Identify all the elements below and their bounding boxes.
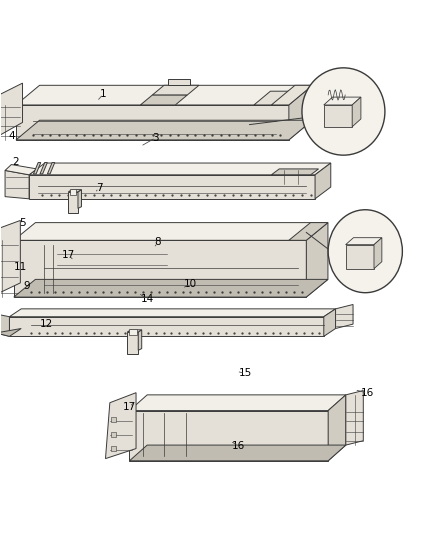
Polygon shape (374, 238, 382, 269)
Text: 2: 2 (13, 157, 19, 167)
Polygon shape (254, 91, 301, 105)
Text: 12: 12 (40, 319, 53, 329)
Polygon shape (5, 171, 29, 199)
Polygon shape (289, 223, 328, 240)
Polygon shape (33, 163, 41, 174)
Ellipse shape (328, 210, 403, 293)
Polygon shape (324, 309, 336, 336)
Polygon shape (272, 169, 318, 175)
Polygon shape (127, 330, 142, 332)
Polygon shape (47, 163, 55, 174)
Polygon shape (0, 328, 21, 336)
Polygon shape (106, 393, 136, 458)
Text: 5: 5 (19, 218, 26, 228)
Text: 11: 11 (14, 262, 27, 271)
Polygon shape (130, 445, 346, 461)
Polygon shape (127, 332, 138, 354)
Text: 10: 10 (184, 279, 197, 289)
Polygon shape (10, 317, 324, 336)
Polygon shape (130, 410, 328, 461)
Polygon shape (16, 120, 312, 140)
Bar (111, 446, 117, 451)
Polygon shape (289, 85, 312, 140)
Polygon shape (14, 279, 328, 297)
Text: 17: 17 (123, 402, 136, 412)
Polygon shape (328, 395, 346, 461)
Polygon shape (168, 79, 190, 85)
Polygon shape (68, 190, 81, 192)
Text: 6: 6 (377, 113, 384, 123)
Text: 8: 8 (155, 238, 161, 247)
Polygon shape (324, 105, 352, 127)
Polygon shape (0, 313, 10, 336)
Text: 16: 16 (361, 388, 374, 398)
Polygon shape (346, 391, 363, 445)
Text: 13: 13 (387, 246, 400, 256)
Polygon shape (138, 330, 142, 350)
Bar (111, 417, 117, 422)
Text: 3: 3 (152, 133, 159, 143)
Polygon shape (141, 95, 187, 105)
Polygon shape (129, 329, 137, 335)
Ellipse shape (302, 68, 385, 155)
Polygon shape (14, 223, 328, 240)
Polygon shape (14, 240, 306, 297)
Text: 16: 16 (232, 440, 245, 450)
Polygon shape (130, 395, 346, 410)
Polygon shape (336, 304, 353, 328)
Text: 1: 1 (100, 89, 106, 99)
Polygon shape (16, 105, 289, 140)
Text: 17: 17 (62, 250, 75, 260)
Text: 15: 15 (239, 368, 252, 378)
Text: 4: 4 (8, 131, 15, 141)
Polygon shape (306, 223, 328, 297)
Polygon shape (0, 83, 22, 142)
Polygon shape (346, 238, 382, 245)
Polygon shape (78, 190, 81, 208)
Polygon shape (29, 163, 331, 175)
Polygon shape (0, 221, 20, 301)
Polygon shape (352, 97, 361, 127)
Polygon shape (324, 97, 361, 105)
Polygon shape (272, 85, 312, 105)
Polygon shape (70, 189, 76, 195)
Text: 7: 7 (95, 183, 102, 193)
Polygon shape (16, 85, 312, 105)
Text: 9: 9 (24, 281, 30, 291)
Polygon shape (315, 163, 331, 199)
Polygon shape (68, 192, 78, 213)
Polygon shape (346, 245, 374, 269)
Polygon shape (29, 175, 315, 199)
Polygon shape (152, 85, 199, 95)
Polygon shape (40, 163, 47, 174)
Bar (111, 432, 117, 437)
Polygon shape (5, 165, 37, 175)
Text: 14: 14 (140, 294, 154, 304)
Polygon shape (10, 309, 336, 317)
